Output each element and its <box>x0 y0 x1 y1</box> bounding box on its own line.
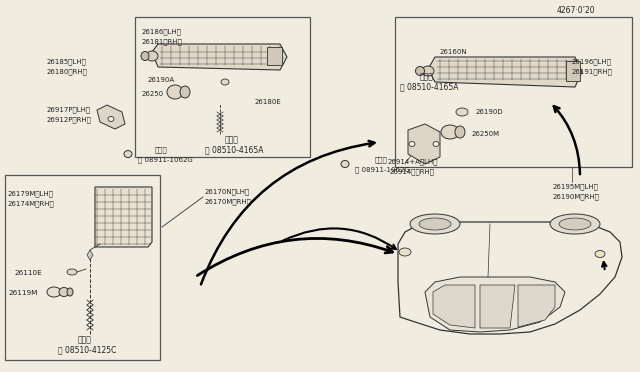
Ellipse shape <box>456 108 468 116</box>
Text: 26160N: 26160N <box>440 49 468 55</box>
Text: Ⓢ 08510-4165A: Ⓢ 08510-4165A <box>205 145 264 154</box>
FancyArrowPatch shape <box>602 262 607 269</box>
Ellipse shape <box>419 218 451 230</box>
Ellipse shape <box>399 248 411 256</box>
Text: Ⓝ 08911-1062G: Ⓝ 08911-1062G <box>138 157 193 163</box>
Ellipse shape <box>221 79 229 85</box>
Text: 26196＜LH＞: 26196＜LH＞ <box>572 59 612 65</box>
Ellipse shape <box>422 66 434 76</box>
Text: 26179M＜LH＞: 26179M＜LH＞ <box>8 191 54 197</box>
Ellipse shape <box>167 85 183 99</box>
Text: 26250: 26250 <box>142 91 164 97</box>
FancyArrowPatch shape <box>282 228 396 249</box>
Text: 26250M: 26250M <box>472 131 500 137</box>
Text: ＜２＞: ＜２＞ <box>420 73 434 81</box>
Polygon shape <box>408 124 440 164</box>
Bar <box>5 175 160 360</box>
Text: Ⓢ 08510-4165A: Ⓢ 08510-4165A <box>400 83 458 92</box>
FancyArrowPatch shape <box>197 238 392 276</box>
Text: 26110E: 26110E <box>14 270 42 276</box>
Text: 26181＜RH＞: 26181＜RH＞ <box>142 39 183 45</box>
Ellipse shape <box>124 151 132 157</box>
Text: ＜２＞: ＜２＞ <box>78 336 92 344</box>
Polygon shape <box>518 285 555 327</box>
Text: 26190A: 26190A <box>148 77 175 83</box>
Text: Ⓢ 08510-4125C: Ⓢ 08510-4125C <box>58 346 116 355</box>
Bar <box>566 61 580 81</box>
Polygon shape <box>480 285 515 328</box>
Ellipse shape <box>108 116 114 122</box>
Text: 26191＜RH＞: 26191＜RH＞ <box>572 69 613 75</box>
FancyArrowPatch shape <box>201 141 374 285</box>
Text: 26912P＜RH＞: 26912P＜RH＞ <box>47 117 92 123</box>
Text: 26170M＜RH＞: 26170M＜RH＞ <box>205 199 252 205</box>
Bar <box>135 17 310 157</box>
Ellipse shape <box>47 287 61 297</box>
Ellipse shape <box>559 218 591 230</box>
Ellipse shape <box>67 269 77 275</box>
Polygon shape <box>152 44 287 70</box>
Bar <box>267 47 282 65</box>
Ellipse shape <box>455 126 465 138</box>
Text: ＜４＞: ＜４＞ <box>155 147 168 153</box>
Ellipse shape <box>409 141 415 147</box>
Text: 26185＜LH＞: 26185＜LH＞ <box>47 59 87 65</box>
Polygon shape <box>95 187 152 247</box>
Ellipse shape <box>59 288 69 296</box>
Text: 26174M＜RH＞: 26174M＜RH＞ <box>8 201 55 207</box>
Text: 26917P＜LH＞: 26917P＜LH＞ <box>47 107 91 113</box>
Text: ＜２＞: ＜２＞ <box>225 135 239 144</box>
Ellipse shape <box>67 288 73 296</box>
Text: 26195M＜LH＞: 26195M＜LH＞ <box>553 184 599 190</box>
Polygon shape <box>398 222 622 334</box>
Text: Ⓝ 08911-1062G: Ⓝ 08911-1062G <box>355 167 410 173</box>
Text: 26190D: 26190D <box>476 109 504 115</box>
Text: 26119M: 26119M <box>8 290 37 296</box>
Polygon shape <box>97 105 125 129</box>
Text: 4267·0’20: 4267·0’20 <box>556 6 595 15</box>
Ellipse shape <box>433 141 439 147</box>
Text: 26180E: 26180E <box>255 99 282 105</box>
Ellipse shape <box>550 214 600 234</box>
Ellipse shape <box>410 214 460 234</box>
Polygon shape <box>428 57 582 87</box>
Polygon shape <box>87 250 93 260</box>
Text: 26186＜LH＞: 26186＜LH＞ <box>142 29 182 35</box>
Ellipse shape <box>341 160 349 167</box>
Text: 26190M＜RH＞: 26190M＜RH＞ <box>553 194 600 200</box>
Text: ＜４＞: ＜４＞ <box>375 157 388 163</box>
Polygon shape <box>433 285 475 328</box>
Bar <box>395 17 632 167</box>
Polygon shape <box>425 277 565 332</box>
FancyArrowPatch shape <box>554 106 580 174</box>
Text: 26914+A＜LH＞: 26914+A＜LH＞ <box>388 159 438 165</box>
Text: 26180＜RH＞: 26180＜RH＞ <box>47 69 88 75</box>
Ellipse shape <box>441 125 459 139</box>
Ellipse shape <box>146 51 158 61</box>
Text: 26170N＜LH＞: 26170N＜LH＞ <box>205 189 250 195</box>
Ellipse shape <box>595 250 605 257</box>
Ellipse shape <box>180 86 190 98</box>
Ellipse shape <box>141 51 149 61</box>
Ellipse shape <box>415 67 424 76</box>
Text: 26914　＜RH＞: 26914 ＜RH＞ <box>390 169 435 175</box>
